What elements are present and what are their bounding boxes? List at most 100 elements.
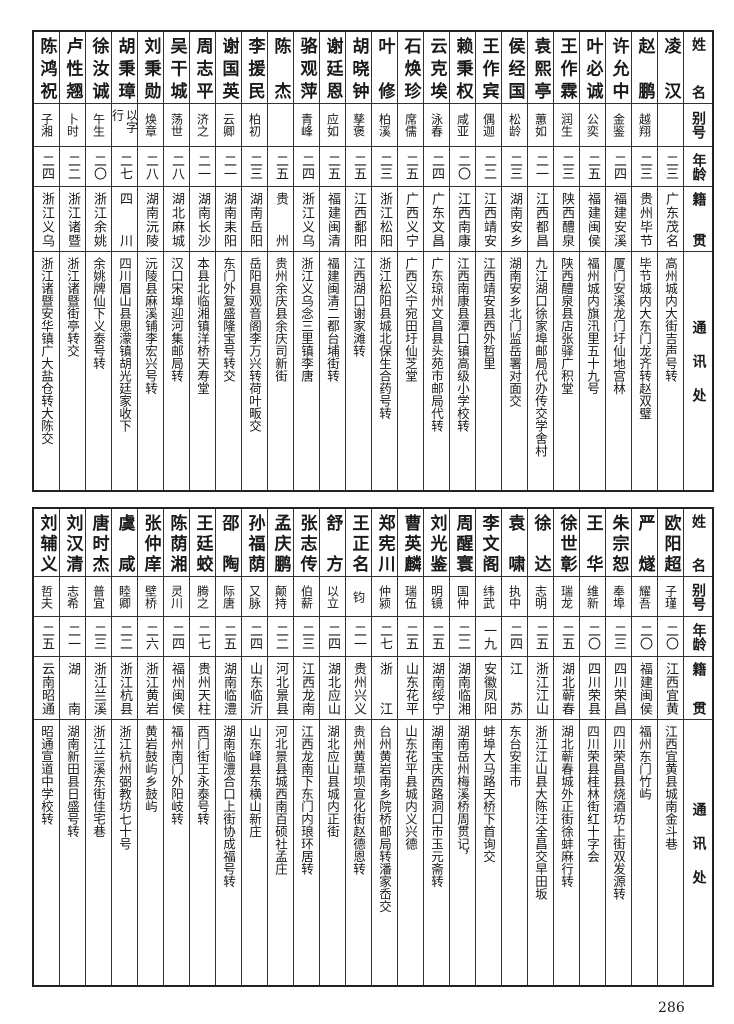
cell-address: 高州城内大街吉声号转 [658,252,683,490]
cell-age: 二三 [606,617,631,657]
header-column: 姓名 别号 年龄 籍贯 通讯处 [683,32,712,490]
header-column: 姓名 别号 年龄 籍贯 通讯处 [683,509,712,985]
cell-name-text: 胡秉璋 [114,37,135,99]
header-name: 姓名 [684,32,712,104]
cell-name: 王作宾 [476,32,501,104]
cell-address-text: 广西义宁宛田圩仙芝堂 [403,257,418,382]
cell-age-text: 二三 [299,623,314,650]
cell-name-text: 吴干城 [166,37,187,99]
header-native-text: 籍贯 [690,191,707,247]
cell-alias: 以立 [320,577,345,617]
cell-native: 安徽凤阳 [476,657,501,720]
cell-alias: 维新 [580,577,605,617]
cell-age: 二四 [320,617,345,657]
cell-native-text: 四川 [117,192,132,247]
cell-age-text: 二〇 [637,623,652,650]
cell-alias-text: 际唐 [221,584,236,609]
cell-address: 贵州黄草坝宣化街赵德恩转 [346,720,371,985]
cell-age-text: 二〇 [585,623,600,650]
cell-name: 周志平 [190,32,215,104]
cell-native-text: 广东茂名 [663,192,678,247]
cell-native-text: 江西鄱阳 [351,192,366,247]
cell-name: 陈荫湘 [164,509,189,577]
cell-alias-text: 执中 [507,584,522,609]
person-record: 徐汝诚 午生 二〇 浙江余姚 余姚牌仙下义泰号转 [85,32,111,490]
cell-alias-text: 明镜 [429,584,444,609]
cell-native-text: 广东文昌 [429,192,444,247]
cell-native: 福建闽侯 [632,657,657,720]
cell-age: 二五 [34,617,59,657]
cell-native-text: 贵州兴义 [351,662,366,715]
cell-address: 浙江兰溪东街佳宅巷 [86,720,111,985]
cell-native-text: 福建闽侯 [637,662,652,715]
cell-address-text: 湖北蕲春城外正街徐蚌麻行转 [559,725,574,888]
cell-alias: 又脉 [242,577,267,617]
header-name-text: 姓名 [690,36,706,99]
cell-address: 江西靖安县西外哲里 [476,252,501,490]
cell-alias: 云卿 [216,104,241,147]
cell-native: 云南昭通 [34,657,59,720]
cell-native: 浙江义乌 [294,187,319,252]
cell-native: 浙江兰溪 [86,657,111,720]
cell-age-text: 二五 [403,153,418,180]
person-record: 叶必诚 公奕 二五 福建闽侯 福州城内旗汛里五十九号 [579,32,605,490]
cell-name: 许允中 [606,32,631,104]
cell-age-text: 二二 [455,623,470,650]
cell-native: 四川荣县 [580,657,605,720]
cell-name-text: 邵陶 [218,514,239,572]
cell-native-text: 四川荣昌 [611,662,626,715]
cell-address: 汉口宋埠迎河集邮局转 [164,252,189,490]
cell-native-text: 湖北麻城 [169,192,184,247]
person-record: 刘辅义 哲夫 二五 云南昭通 昭通宣道中学校转 [34,509,59,985]
cell-name-text: 赵鹏 [634,37,655,99]
cell-alias-text: 午生 [91,113,106,137]
cell-alias: 伯薪 [294,577,319,617]
cell-name-text: 石焕珍 [400,37,421,99]
cell-address: 浙江诸暨街亭转交 [60,252,85,490]
cell-address-text: 余姚牌仙下义泰号转 [91,257,106,370]
cell-native-text: 河北景县 [273,662,288,715]
cell-address-text: 福州东门竹屿 [637,725,652,800]
header-name: 姓名 [684,509,712,577]
cell-alias: 瑞伍 [398,577,423,617]
cell-native: 湖北蕲春 [554,657,579,720]
cell-address: 蚌埠大马路天桥下首询交 [476,720,501,985]
person-record: 孙福荫 又脉 二四 山东临沂 山东峄县东横山新庄 [241,509,267,985]
cell-address: 湖南新田县日盛号转 [60,720,85,985]
cell-name: 侯经国 [502,32,527,104]
person-record: 刘秉勋 焕章 二八 湖南沅陵 沅陵县麻溪铺李宏兴号转 [137,32,163,490]
person-record: 王作宾 偶迦 二二 江西靖安 江西靖安县西外哲里 [475,32,501,490]
cell-alias-text: 公奕 [585,113,600,137]
cell-alias: 席儒 [398,104,423,147]
cell-native-text: 山东临沂 [247,662,262,715]
cell-age: 二五 [554,617,579,657]
cell-name: 刘光鉴 [424,509,449,577]
cell-name-text: 陈杰 [270,37,291,99]
cell-native: 浙江黄岩 [138,657,163,720]
cell-address: 东台安丰市 [502,720,527,985]
cell-name: 刘秉勋 [138,32,163,104]
cell-age: 二八 [138,147,163,187]
cell-age: 二七 [190,617,215,657]
cell-address: 江西湖口谢家滩转 [346,252,371,490]
cell-native: 湖南绥宁 [424,657,449,720]
cell-native: 湖北应山 [320,657,345,720]
cell-name-text: 欧阳超 [660,514,681,572]
cell-alias-text: 席儒 [403,113,418,137]
cell-native-text: 江西宜黄 [663,662,678,715]
cell-native-text: 江西靖安 [481,192,496,247]
person-record: 刘光鉴 明镜 二五 湖南绥宁 湖南宝庆西路洞口市玉元斋转 [423,509,449,985]
cell-alias-text: 志希 [65,584,80,609]
cell-alias-text: 济之 [195,113,210,137]
cell-native-text: 贵州天柱 [195,662,210,715]
header-alias-text: 别号 [690,111,706,139]
cell-age-text: 二一 [65,623,80,650]
cell-alias-text: 志明 [533,584,548,609]
person-record: 陈杰 二五 贵州 贵州余庆县余庆司新街 [267,32,293,490]
cell-age-text: 二三 [507,153,522,180]
cell-age-text: 二一 [351,623,366,650]
cell-alias-text: 普宜 [91,584,106,609]
cell-name-text: 刘秉勋 [140,37,161,99]
cell-age-text: 二〇 [663,623,678,650]
cell-age-text: 二四 [507,623,522,650]
